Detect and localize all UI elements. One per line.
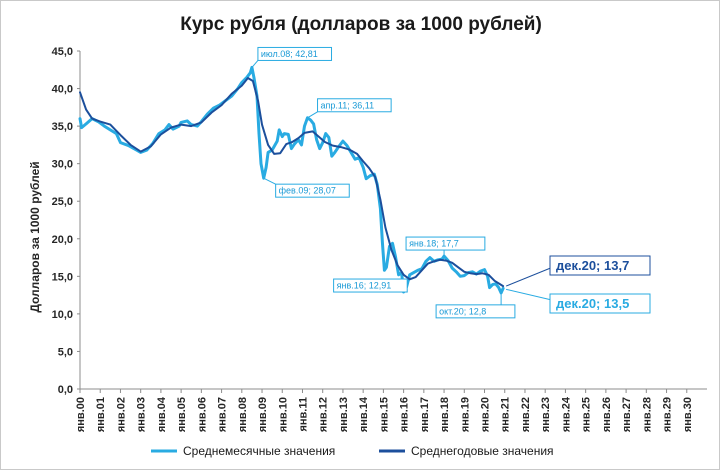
x-axis-ticks: янв.00 янв.01 янв.02 янв.03 янв.04 янв.05 янв.… <box>75 389 694 432</box>
y-tick-label: 30,0 <box>52 159 73 171</box>
x-tick-label: янв.16 <box>399 397 411 432</box>
x-tick-label: янв.26 <box>601 397 613 432</box>
x-tick-label: янв.14 <box>358 396 370 432</box>
x-tick-label: янв.06 <box>196 397 208 432</box>
y-axis-ticks: 0,0 5,0 10,0 15,0 20,0 25,0 30,0 35,0 40,0 45,0 <box>52 46 80 396</box>
data-label-box <box>549 255 651 276</box>
x-tick-label: янв.13 <box>338 397 350 432</box>
data-label-leader <box>263 177 276 185</box>
x-tick-label: янв.02 <box>115 397 127 432</box>
x-tick-label: янв.18 <box>439 397 451 432</box>
y-tick-label: 45,0 <box>52 46 73 58</box>
x-tick-label: янв.08 <box>237 397 249 432</box>
axes <box>79 51 707 390</box>
y-tick-label: 15,0 <box>52 271 73 283</box>
series-line-2 <box>79 77 505 288</box>
x-tick-label: янв.01 <box>95 397 107 432</box>
x-tick-label: янв.19 <box>459 397 471 432</box>
legend-item-label: Среднемесячные значения <box>183 444 335 458</box>
x-tick-label: янв.09 <box>257 397 269 432</box>
x-tick-label: янв.03 <box>136 397 148 432</box>
data-label: окт.20; 12,8 <box>439 306 486 316</box>
data-label: янв.16; 12,91 <box>337 281 392 291</box>
x-tick-label: янв.07 <box>217 397 229 432</box>
y-tick-label: 40,0 <box>52 84 73 96</box>
x-tick-label: янв.25 <box>581 397 593 432</box>
y-axis-label: Долларов за 1000 рублей <box>28 161 42 312</box>
x-tick-label: янв.15 <box>378 397 390 432</box>
x-tick-label: янв.10 <box>277 397 289 432</box>
x-tick-label: янв.00 <box>75 397 87 432</box>
data-label-box <box>435 304 516 319</box>
data-label: дек.20; 13,5 <box>556 296 629 311</box>
data-label: янв.18; 17,7 <box>409 239 459 249</box>
data-label-box <box>333 278 408 293</box>
x-tick-label: янв.11 <box>297 397 309 432</box>
y-tick-label: 0,0 <box>58 384 73 396</box>
data-label-leader <box>307 111 318 119</box>
x-tick-label: янв.23 <box>540 397 552 432</box>
series-layer <box>78 65 505 295</box>
x-tick-label: янв.29 <box>662 397 674 432</box>
y-tick-label: 5,0 <box>58 346 73 358</box>
x-tick-label: янв.20 <box>480 397 492 432</box>
data-label-box <box>275 183 350 198</box>
annotation-layer: июл.08; 42,81 апр.11; 36,11 фев.09; 28,07 я… <box>251 46 651 319</box>
data-label: дек.20; 13,7 <box>556 258 629 273</box>
data-label: фев.09; 28,07 <box>279 186 336 196</box>
chart-title: Курс рубля (долларов за 1000 рублей) <box>180 14 542 35</box>
x-tick-label: янв.05 <box>176 397 188 432</box>
x-tick-label: янв.27 <box>621 397 633 432</box>
x-tick-label: янв.12 <box>318 397 330 432</box>
data-label-leader <box>505 264 559 287</box>
x-tick-label: янв.30 <box>682 397 694 432</box>
data-label-box <box>317 98 392 113</box>
data-label: июл.08; 42,81 <box>261 49 318 59</box>
x-tick-label: янв.28 <box>641 397 653 432</box>
x-tick-label: янв.24 <box>560 396 572 432</box>
x-tick-label: янв.04 <box>156 396 168 432</box>
data-label-box <box>257 46 333 61</box>
x-tick-label: янв.22 <box>520 397 532 432</box>
data-label: апр.11; 36,11 <box>321 100 375 110</box>
x-tick-label: янв.21 <box>500 397 512 432</box>
x-tick-label: янв.17 <box>419 397 431 432</box>
data-label-leader <box>251 60 259 68</box>
legend: Среднемесячные значения Среднегодовые зна… <box>151 444 554 458</box>
y-tick-label: 20,0 <box>52 234 73 246</box>
data-label-leader <box>506 288 557 302</box>
y-tick-label: 25,0 <box>52 196 73 208</box>
legend-item-label: Среднегодовые значения <box>411 444 554 458</box>
y-tick-label: 35,0 <box>52 121 73 133</box>
data-label-box <box>549 293 651 314</box>
data-label-box <box>405 236 486 251</box>
y-tick-label: 10,0 <box>52 309 73 321</box>
